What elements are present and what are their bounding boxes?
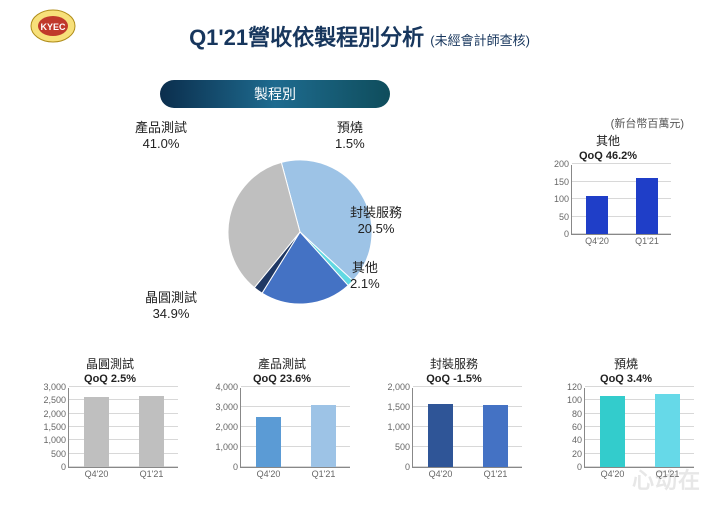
y-tick: 1,000 <box>387 422 413 432</box>
bar <box>428 404 453 467</box>
page-title: Q1'21營收依製程別分析 (未經會計師查核) <box>0 20 719 52</box>
x-tick: Q4'20 <box>69 467 124 479</box>
y-tick: 100 <box>567 395 585 405</box>
y-tick: 1,000 <box>215 442 241 452</box>
y-tick: 50 <box>559 212 572 222</box>
bar <box>636 178 659 234</box>
x-tick: Q4'20 <box>413 467 468 479</box>
unit-label: (新台幣百萬元) <box>611 115 684 131</box>
chart-plot: 05001,0001,5002,0002,5003,000Q4'20Q1'21 <box>68 388 178 468</box>
y-tick: 120 <box>567 382 585 392</box>
section-banner: 製程別 <box>160 80 390 108</box>
chart-title: 晶圓測試 <box>40 355 180 372</box>
y-tick: 60 <box>572 422 585 432</box>
y-tick: 1,000 <box>43 435 69 445</box>
watermark: 心动在 <box>632 463 701 495</box>
y-tick: 0 <box>564 229 572 239</box>
chart-plot: 020406080100120Q4'20Q1'21 <box>584 388 694 468</box>
bar-chart: 產品測試QoQ 23.6%01,0002,0003,0004,000Q4'20Q… <box>212 355 352 468</box>
y-tick: 1,500 <box>43 422 69 432</box>
y-tick: 500 <box>395 442 413 452</box>
bar-chart: 封裝服務QoQ -1.5%05001,0001,5002,000Q4'20Q1'… <box>384 355 524 468</box>
chart-plot: 05001,0001,5002,000Q4'20Q1'21 <box>412 388 522 468</box>
y-tick: 500 <box>51 449 69 459</box>
chart-plot: 050100150200Q4'20Q1'21 <box>571 165 671 235</box>
y-tick: 2,000 <box>387 382 413 392</box>
y-tick: 200 <box>554 159 572 169</box>
y-tick: 1,500 <box>387 402 413 412</box>
y-tick: 40 <box>572 435 585 445</box>
y-tick: 20 <box>572 449 585 459</box>
bar <box>311 405 336 467</box>
y-tick: 3,000 <box>215 402 241 412</box>
chart-title: 預燒 <box>556 355 696 372</box>
y-tick: 3,000 <box>43 382 69 392</box>
x-tick: Q1'21 <box>124 467 179 479</box>
y-tick: 150 <box>554 177 572 187</box>
pie-label: 其他2.1% <box>350 260 380 293</box>
bar <box>256 417 281 467</box>
bar <box>586 196 609 235</box>
pie-chart: 產品測試41.0%預燒1.5%封裝服務20.5%其他2.1%晶圓測試34.9% <box>135 130 455 345</box>
y-tick: 2,000 <box>43 409 69 419</box>
y-tick: 0 <box>577 462 585 472</box>
bar-chart: 預燒QoQ 3.4%020406080100120Q4'20Q1'21 <box>556 355 696 468</box>
y-tick: 80 <box>572 409 585 419</box>
y-tick: 2,500 <box>43 395 69 405</box>
chart-title: 封裝服務 <box>384 355 524 372</box>
x-tick: Q1'21 <box>622 234 672 246</box>
bar <box>84 397 109 467</box>
y-tick: 0 <box>61 462 69 472</box>
bar <box>655 394 680 467</box>
pie-label: 產品測試41.0% <box>135 120 187 153</box>
bar <box>139 396 164 467</box>
bar <box>600 396 625 467</box>
y-tick: 4,000 <box>215 382 241 392</box>
title-sub: (未經會計師查核) <box>430 33 530 48</box>
bar <box>483 405 508 467</box>
x-tick: Q1'21 <box>296 467 351 479</box>
chart-plot: 01,0002,0003,0004,000Q4'20Q1'21 <box>240 388 350 468</box>
y-tick: 0 <box>233 462 241 472</box>
chart-title: 其他 <box>543 132 673 149</box>
bar-chart: 其他QoQ 46.2%050100150200Q4'20Q1'21 <box>543 132 673 235</box>
y-tick: 2,000 <box>215 422 241 432</box>
chart-title: 產品測試 <box>212 355 352 372</box>
y-tick: 100 <box>554 194 572 204</box>
pie-label: 封裝服務20.5% <box>350 205 402 238</box>
y-tick: 0 <box>405 462 413 472</box>
pie-label: 晶圓測試34.9% <box>145 290 197 323</box>
x-tick: Q4'20 <box>241 467 296 479</box>
bar-chart: 晶圓測試QoQ 2.5%05001,0001,5002,0002,5003,00… <box>40 355 180 468</box>
title-main: Q1'21營收依製程別分析 <box>189 25 424 50</box>
x-tick: Q1'21 <box>468 467 523 479</box>
pie-label: 預燒1.5% <box>335 120 365 153</box>
x-tick: Q4'20 <box>572 234 622 246</box>
